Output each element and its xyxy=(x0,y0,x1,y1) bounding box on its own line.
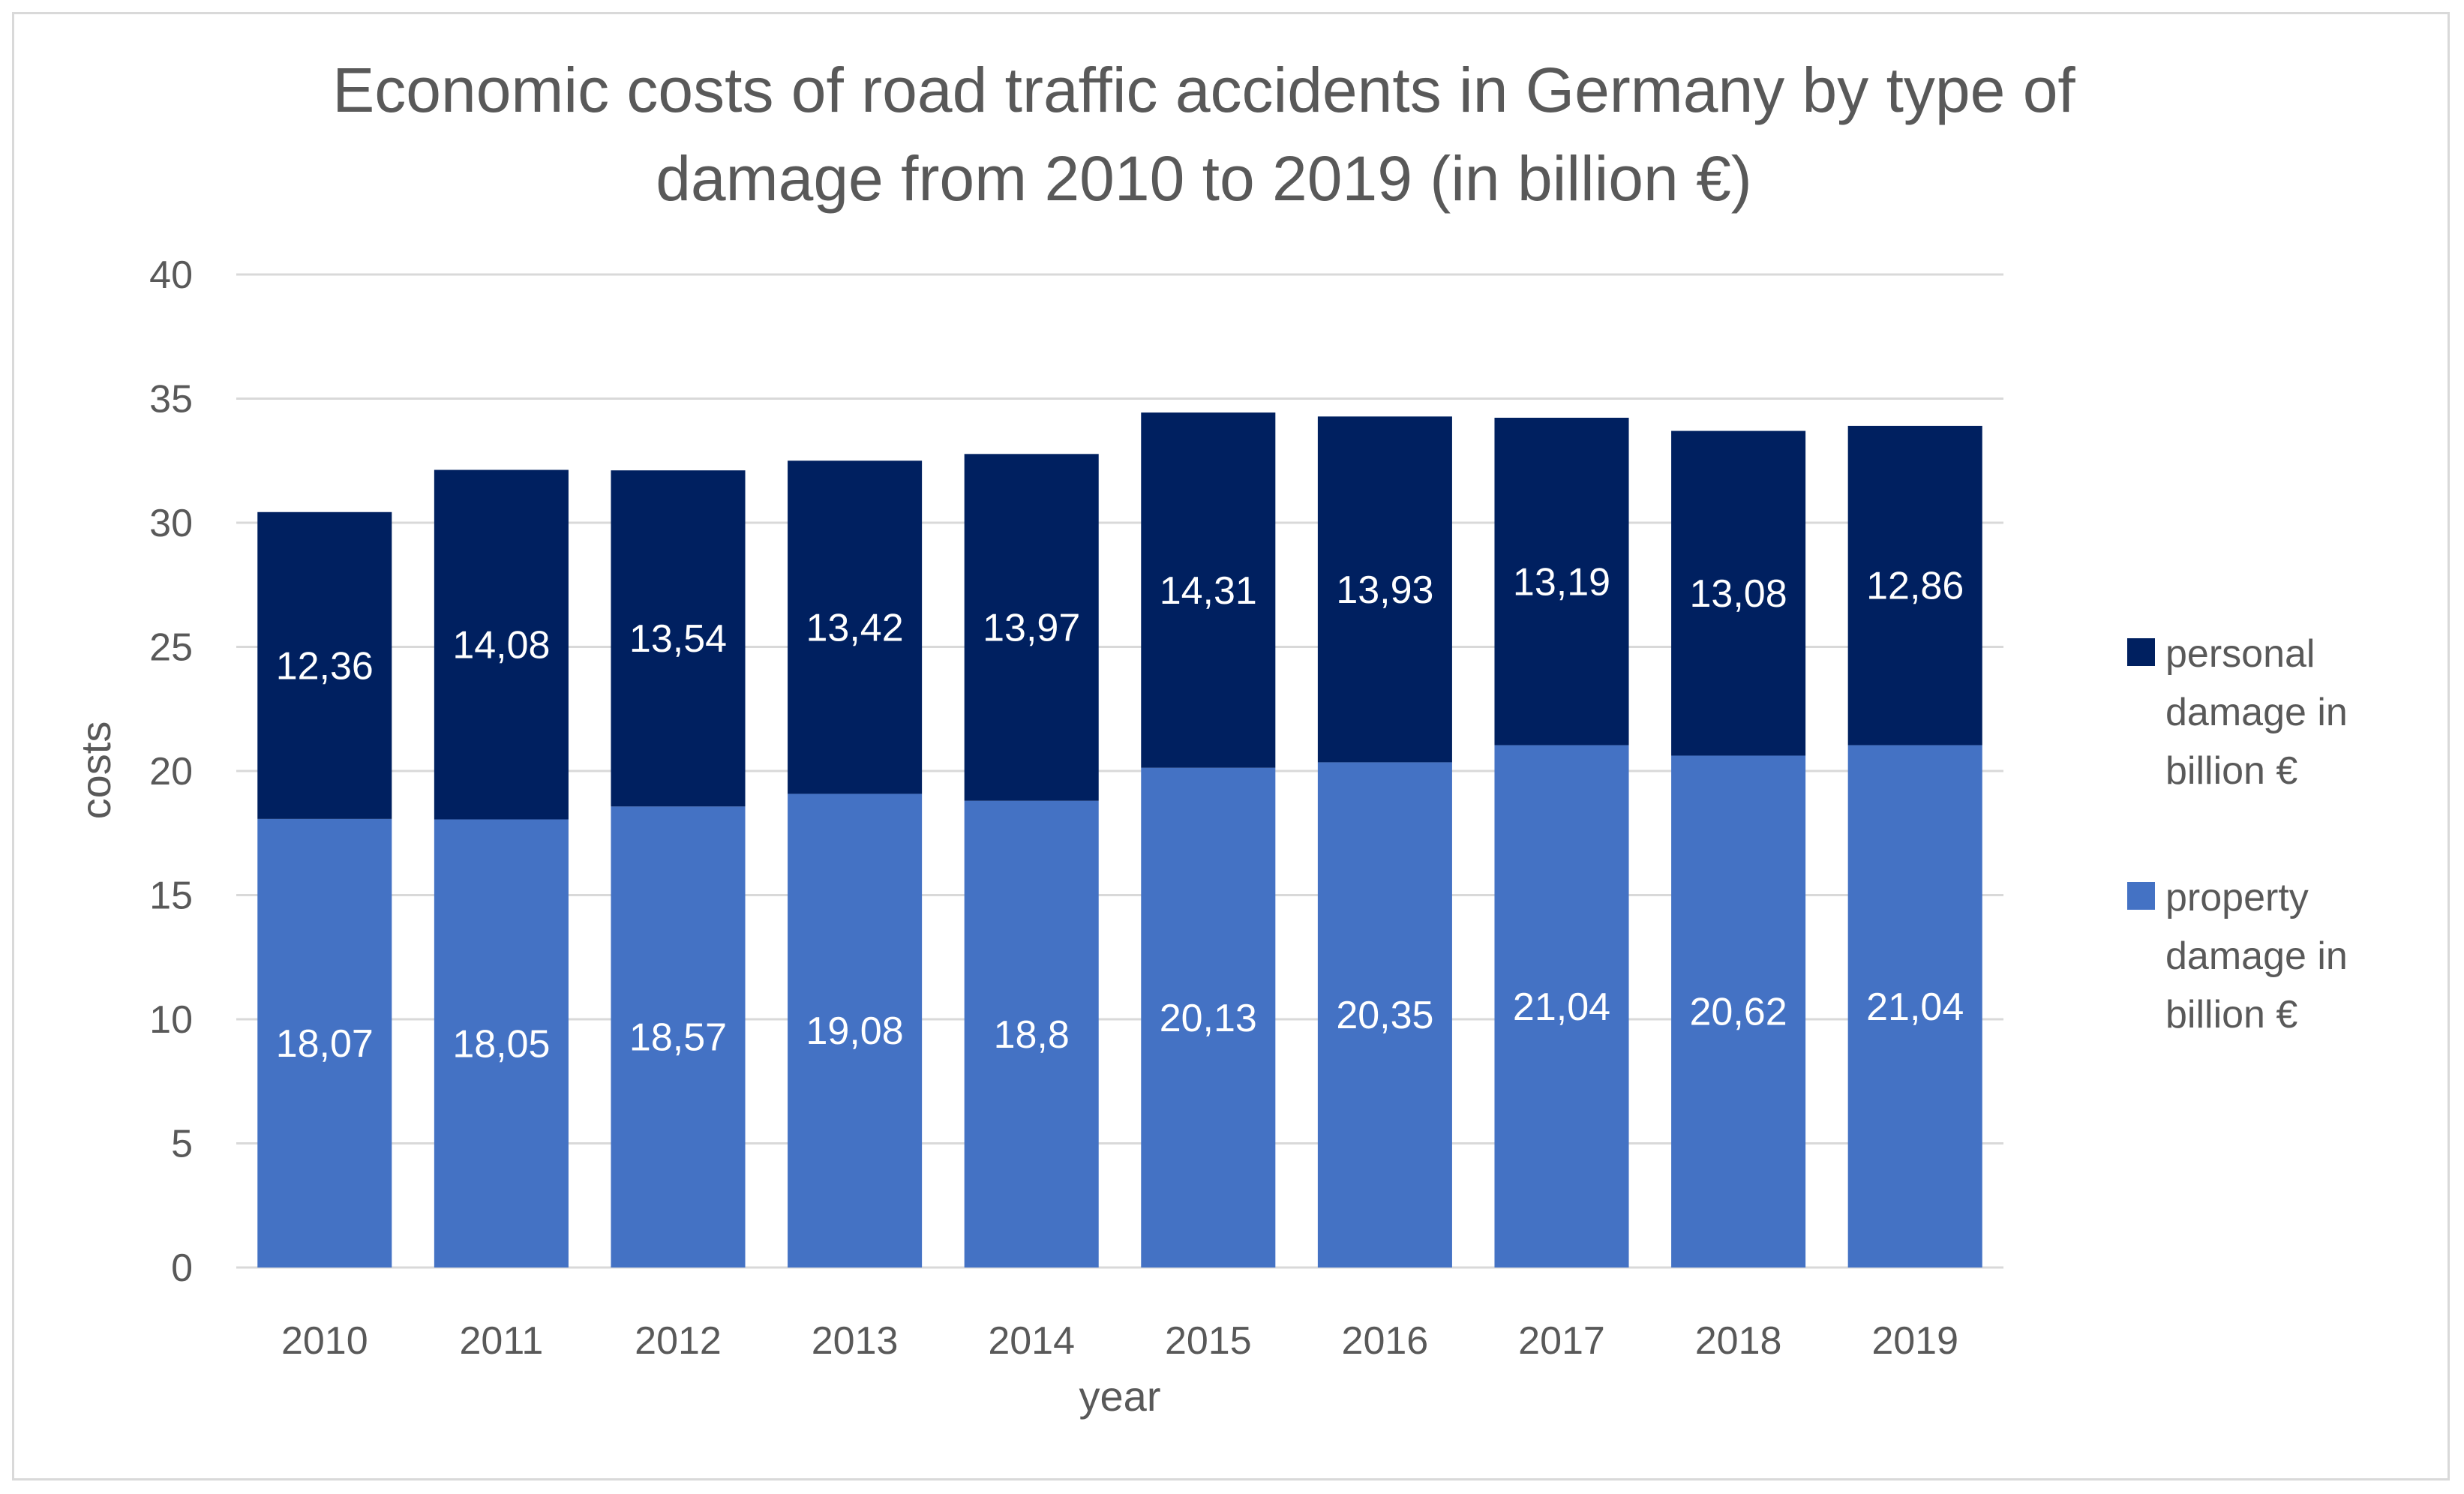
personal-damage-label-2018: 13,08 xyxy=(1690,572,1787,616)
x-tick-label-2018: 2018 xyxy=(1695,1319,1782,1363)
legend: personal damage in billion € property damage… xyxy=(2127,632,2348,1036)
y-axis-ticks: 0 5 10 15 20 25 30 35 40 xyxy=(149,254,193,1290)
personal-damage-bar-2013 xyxy=(788,460,923,794)
x-tick-label-2012: 2012 xyxy=(635,1319,722,1363)
personal-damage-bar-2015 xyxy=(1141,412,1276,768)
property-damage-label-2017: 21,04 xyxy=(1513,986,1610,1029)
property-damage-bar-2015 xyxy=(1141,767,1276,1268)
personal-damage-bar-2016 xyxy=(1317,416,1452,763)
property-damage-label-2011: 18,05 xyxy=(452,1022,550,1066)
chart-frame: Economic costs of road traffic accidents… xyxy=(12,12,2450,1480)
personal-damage-label-2017: 13,19 xyxy=(1513,560,1610,604)
personal-damage-label-2019: 12,86 xyxy=(1866,565,1964,608)
property-damage-label-2016: 20,35 xyxy=(1336,994,1433,1037)
y-axis-label: costs xyxy=(72,722,119,820)
property-damage-bar-2016 xyxy=(1317,762,1452,1268)
property-damage-label-2015: 20,13 xyxy=(1160,997,1257,1040)
property-damage-bar-2018 xyxy=(1671,755,1806,1268)
legend-label-personal: damage in xyxy=(2165,691,2348,734)
y-tick-label: 0 xyxy=(171,1246,193,1290)
x-tick-label-2014: 2014 xyxy=(988,1319,1075,1363)
personal-damage-bar-2012 xyxy=(611,470,746,807)
legend-label-property: billion € xyxy=(2165,993,2297,1036)
x-axis-ticks: 2010 2011 2012 2013 2014 2015 2016 2017 2018 2019 xyxy=(281,1319,1958,1363)
property-damage-bar-2017 xyxy=(1494,745,1629,1268)
personal-damage-bar-2017 xyxy=(1494,417,1629,746)
legend-label-personal: billion € xyxy=(2165,749,2297,793)
y-tick-label: 20 xyxy=(149,750,193,794)
property-damage-label-2014: 18,8 xyxy=(994,1013,1070,1057)
y-tick-label: 10 xyxy=(149,998,193,1042)
legend-swatch-personal xyxy=(2127,638,2155,666)
personal-damage-label-2015: 14,31 xyxy=(1160,569,1257,613)
chart-title-line-1: Economic costs of road traffic accidents… xyxy=(332,55,2075,125)
y-tick-label: 5 xyxy=(171,1123,193,1166)
personal-damage-label-2011: 14,08 xyxy=(452,624,550,668)
personal-damage-bar-2018 xyxy=(1671,430,1806,756)
property-damage-bar-2014 xyxy=(964,800,1099,1268)
y-tick-label: 25 xyxy=(149,626,193,670)
property-damage-label-2012: 18,57 xyxy=(629,1016,727,1060)
y-tick-label: 15 xyxy=(149,874,193,918)
x-tick-label-2010: 2010 xyxy=(281,1319,368,1363)
legend-swatch-property xyxy=(2127,882,2155,910)
chart: Economic costs of road traffic accidents… xyxy=(72,55,2348,1420)
y-tick-label: 35 xyxy=(149,378,193,422)
chart-title-line-2: damage from 2010 to 2019 (in billion €) xyxy=(656,143,1752,214)
personal-damage-bar-2011 xyxy=(434,470,569,820)
personal-damage-label-2012: 13,54 xyxy=(629,617,727,661)
personal-damage-bar-2019 xyxy=(1847,425,1982,746)
personal-damage-label-2010: 12,36 xyxy=(276,644,374,688)
property-damage-label-2010: 18,07 xyxy=(276,1022,374,1066)
personal-damage-bar-2014 xyxy=(964,454,1099,801)
property-damage-bar-2019 xyxy=(1847,745,1982,1268)
property-damage-label-2018: 20,62 xyxy=(1690,991,1787,1034)
legend-label-property: property xyxy=(2165,876,2309,920)
property-damage-bar-2011 xyxy=(434,819,569,1268)
x-tick-label-2015: 2015 xyxy=(1165,1319,1252,1363)
personal-damage-label-2014: 13,97 xyxy=(983,607,1080,650)
property-damage-label-2013: 19,08 xyxy=(806,1010,904,1053)
property-damage-label-2019: 21,04 xyxy=(1866,986,1964,1029)
property-damage-bar-2013 xyxy=(788,794,923,1268)
property-damage-bar-2010 xyxy=(257,818,392,1268)
y-tick-label: 30 xyxy=(149,502,193,545)
x-tick-label-2011: 2011 xyxy=(459,1319,543,1363)
bars: 18,07 12,36 18,05 14,08 18,57 13,54 19,08 13,42… xyxy=(257,412,1982,1268)
personal-damage-label-2016: 13,93 xyxy=(1336,568,1433,612)
x-tick-label-2019: 2019 xyxy=(1871,1319,1958,1363)
x-tick-label-2016: 2016 xyxy=(1342,1319,1429,1363)
personal-damage-label-2013: 13,42 xyxy=(806,606,904,650)
legend-label-property: damage in xyxy=(2165,934,2348,978)
personal-damage-bar-2010 xyxy=(257,512,392,819)
x-tick-label-2013: 2013 xyxy=(812,1319,899,1363)
x-axis-label: year xyxy=(1079,1372,1161,1420)
x-tick-label-2017: 2017 xyxy=(1518,1319,1605,1363)
property-damage-bar-2012 xyxy=(611,806,746,1268)
y-tick-label: 40 xyxy=(149,254,193,297)
legend-label-personal: personal xyxy=(2165,632,2315,676)
